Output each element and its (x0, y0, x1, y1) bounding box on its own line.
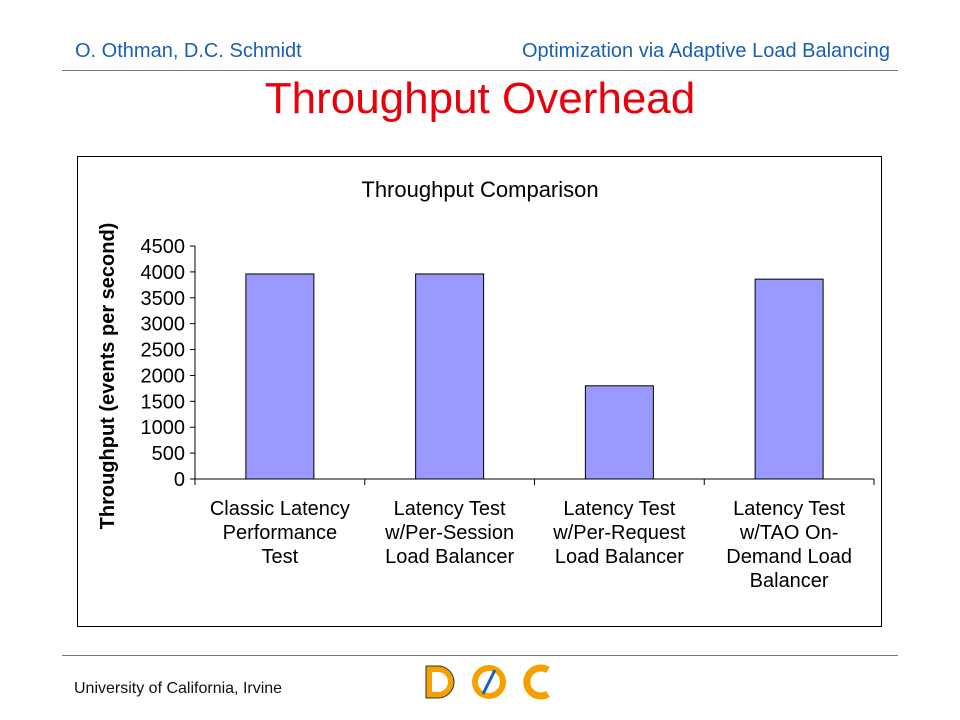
chart-title: Throughput Comparison (361, 177, 598, 202)
bar (245, 273, 315, 480)
y-tick-label: 500 (152, 443, 185, 465)
y-axis-label: Throughput (events per second) (97, 223, 119, 530)
header-authors: O. Othman, D.C. Schmidt (75, 40, 302, 62)
bars (245, 273, 824, 480)
y-ticks: 0 500 1000 1500 2000 2500 3000 3500 4000 4500 (141, 236, 195, 491)
y-tick-label: 1000 (141, 417, 186, 439)
y-tick-label: 3000 (141, 314, 186, 336)
footer-institution: University of California, Irvine (74, 680, 283, 697)
x-tick-label: Classic Latency Performance Test (210, 498, 350, 568)
x-tick-label: Latency Test w/Per-Request Load Balancer (552, 498, 686, 568)
bar (754, 278, 824, 480)
header-divider (62, 70, 898, 71)
x-tick-label: Latency Test w/Per-Session Load Balancer (384, 498, 514, 568)
x-tick-label: Latency Test w/TAO On-Demand Load Balancer (726, 498, 852, 592)
bar-chart: Throughput Comparison Throughput (events… (97, 177, 875, 592)
x-tick-labels: Classic Latency Performance Test Latency Te… (194, 479, 875, 592)
bar (415, 273, 485, 480)
doc-group-logo (420, 660, 560, 710)
y-tick-label: 2500 (141, 340, 186, 362)
y-tick-label: 4500 (141, 236, 186, 258)
doc-logo-icon (425, 664, 550, 700)
footer-divider (62, 655, 898, 656)
header-talk-title: Optimization via Adaptive Load Balancing (521, 40, 890, 62)
bar (584, 385, 654, 480)
y-tick-label: 4000 (141, 262, 186, 284)
y-tick-label: 1500 (141, 391, 186, 413)
y-tick-label: 2000 (141, 365, 186, 387)
y-tick-label: 0 (174, 469, 185, 491)
chart-frame: Throughput Comparison Throughput (events… (77, 156, 882, 627)
y-tick-label: 3500 (141, 288, 186, 310)
slide-title: Throughput Overhead (264, 74, 696, 123)
